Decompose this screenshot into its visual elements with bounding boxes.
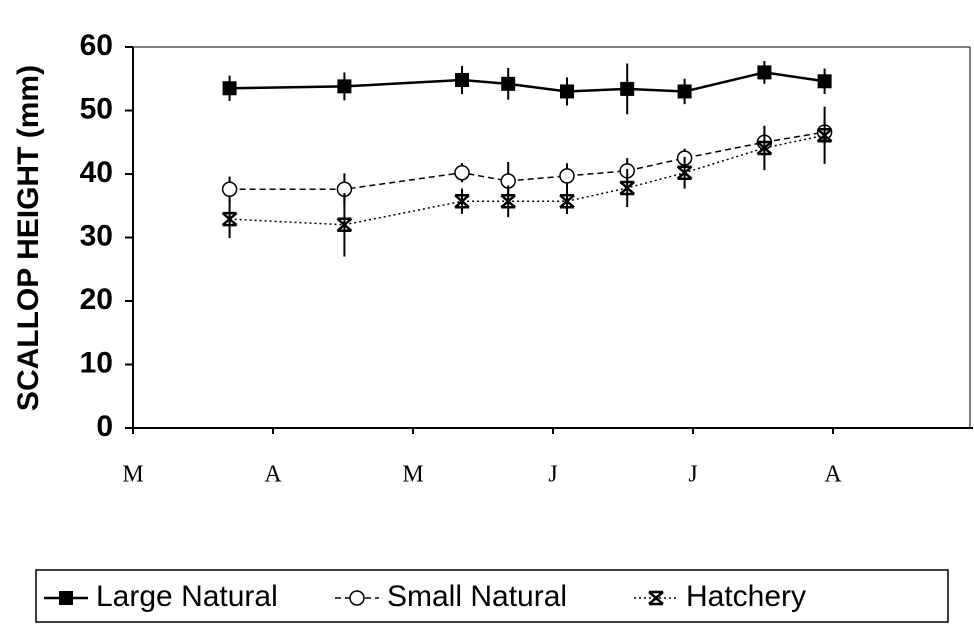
series-line	[229, 71, 825, 93]
marker	[222, 81, 237, 96]
marker	[559, 194, 575, 209]
legend-marker	[59, 591, 73, 605]
x-tick-label: M	[122, 462, 143, 488]
y-tick-label: 30	[80, 219, 113, 252]
x-tick-label: J	[548, 462, 557, 488]
marker	[620, 81, 635, 96]
marker	[336, 217, 353, 233]
marker	[817, 74, 832, 89]
marker	[501, 76, 516, 91]
y-tick-label: 20	[80, 283, 113, 316]
x-tick-label: M	[402, 462, 423, 488]
legend-label: Large Natural	[96, 580, 278, 613]
marker	[757, 65, 772, 80]
y-tick-label: 0	[96, 410, 113, 443]
marker	[221, 181, 238, 197]
marker	[560, 84, 574, 99]
legend-label: Small Natural	[387, 580, 567, 613]
legend-box	[35, 569, 949, 623]
x-tick-label: J	[688, 462, 697, 488]
legend-marker	[648, 590, 664, 606]
legend-marker	[349, 590, 365, 606]
x-tick-label: A	[264, 462, 282, 488]
y-tick-label: 60	[80, 29, 113, 62]
marker	[619, 180, 636, 196]
marker	[454, 194, 470, 209]
plot-frame	[132, 46, 971, 429]
series-line	[229, 134, 825, 226]
marker	[500, 194, 517, 209]
y-tick-label: 40	[80, 156, 113, 189]
marker	[559, 168, 575, 184]
marker	[816, 128, 833, 143]
marker	[676, 165, 693, 180]
x-tick-label: A	[824, 462, 842, 488]
marker	[454, 164, 470, 181]
legend-label: Hatchery	[686, 580, 806, 613]
y-tick-label: 10	[80, 346, 113, 379]
marker	[455, 73, 469, 88]
series-line	[229, 131, 825, 190]
y-axis-label: SCALLOP HEIGHT (mm)	[12, 65, 45, 411]
y-tick-label: 50	[80, 92, 113, 125]
marker	[337, 79, 352, 94]
marker	[756, 140, 773, 156]
marker	[221, 211, 238, 227]
marker	[677, 84, 692, 99]
